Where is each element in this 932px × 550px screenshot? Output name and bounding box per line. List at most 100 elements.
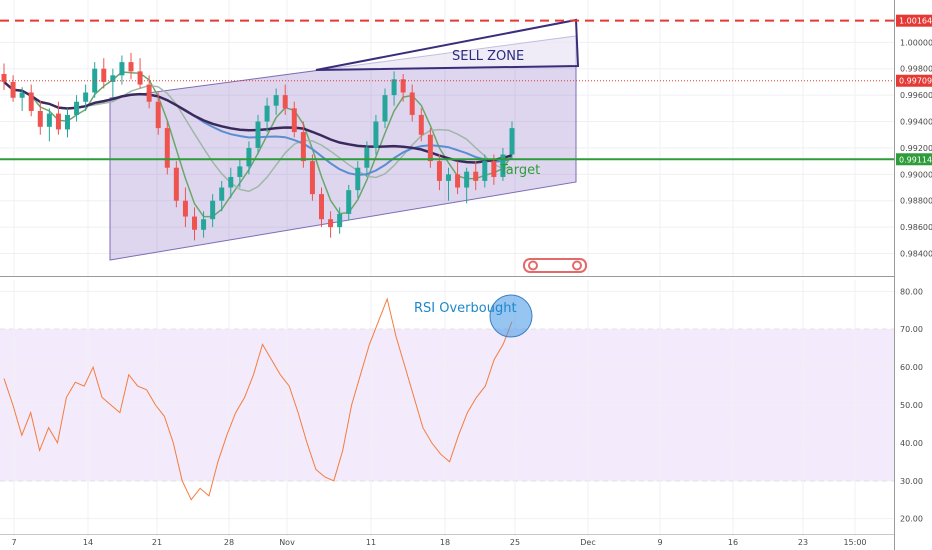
candle-body <box>37 110 43 127</box>
rsi-tick-label: 70.00 <box>900 325 923 334</box>
price-tick-label: 0.99400 <box>900 118 932 127</box>
candle-body <box>65 114 70 130</box>
price-tick-label: 0.99200 <box>900 144 932 153</box>
rsi-tick-label: 40.00 <box>900 439 923 448</box>
candle-body <box>337 213 343 228</box>
watermark-logo <box>523 258 587 273</box>
price-tick-label: 1.00000 <box>900 38 932 47</box>
candle-body <box>46 113 52 127</box>
time-tick-label: 15:00 <box>843 538 866 547</box>
rsi-panel[interactable]: RSI Overbought <box>0 280 894 536</box>
candle-body <box>237 166 243 177</box>
sell-zone-triangle[interactable] <box>315 18 580 71</box>
candle-body <box>173 167 179 201</box>
price-tick-label: 0.99000 <box>900 170 932 179</box>
candle-body <box>418 114 424 135</box>
candle-body <box>246 147 252 167</box>
candle-body <box>473 171 479 181</box>
candle-body <box>201 219 207 230</box>
watermark-shape <box>523 258 587 273</box>
candle-body <box>119 62 125 76</box>
price-badge-label: 1.00164 <box>899 17 932 26</box>
candle-body <box>110 75 116 82</box>
rsi-tick-label: 20.00 <box>900 515 923 524</box>
candle-body <box>1 74 7 82</box>
candle-body <box>446 174 451 181</box>
candle-body <box>219 187 225 201</box>
candle-body <box>464 171 470 188</box>
time-tick-label: 21 <box>152 538 162 547</box>
price-tick-label: 0.99600 <box>900 91 932 100</box>
rsi-line <box>3 297 513 501</box>
candle-body <box>255 121 261 148</box>
candle-body <box>300 132 306 162</box>
price-badge <box>896 74 932 87</box>
candle-body <box>491 161 497 177</box>
rsi-grid <box>0 280 894 536</box>
candle-body <box>309 161 315 195</box>
time-axis[interactable]: 7 14 21 28 Nov 11 18 25 Dec 9 16 23 15:00 <box>0 534 894 548</box>
candle-body <box>346 190 352 214</box>
candle-body <box>10 81 16 98</box>
price-tick-label: 0.98600 <box>900 223 932 232</box>
candle-body <box>273 95 279 106</box>
candle-body <box>400 79 406 93</box>
rsi-tick-label: 50.00 <box>900 401 923 410</box>
price-tick-label: 0.99800 <box>900 65 932 74</box>
candle-body <box>509 128 515 155</box>
candle-body <box>427 134 433 162</box>
time-tick-label: 18 <box>440 538 450 547</box>
candle-body <box>101 68 107 82</box>
candle-body <box>482 161 488 181</box>
candles <box>1 52 515 241</box>
rsi-overbought-marker[interactable] <box>489 294 533 338</box>
horizontal-levels[interactable] <box>0 19 894 161</box>
candle-body <box>192 216 197 230</box>
candle-body <box>83 92 89 102</box>
time-tick-label: 7 <box>11 538 16 547</box>
candle-body <box>137 71 143 85</box>
candle-body <box>409 92 415 115</box>
candle-body <box>182 200 188 217</box>
candle-body <box>155 101 161 129</box>
rsi-tick-label: 80.00 <box>900 287 923 296</box>
candle-body <box>19 92 25 98</box>
rsi-axis[interactable]: 80.00 70.00 60.00 50.00 40.00 30.00 20.00 <box>900 287 923 523</box>
candle-body <box>228 176 234 188</box>
candle-body <box>319 194 324 220</box>
candle-body <box>128 62 134 72</box>
price-axis[interactable]: 1.00000 0.99800 0.99600 0.99400 0.99200 0.990… <box>894 0 932 550</box>
price-panel[interactable]: SELL ZONE Target <box>0 0 894 276</box>
candle-body <box>500 154 506 177</box>
target-label: Target <box>499 163 540 178</box>
price-badge <box>896 153 932 166</box>
time-tick-label: 11 <box>366 538 376 547</box>
rsi-overbought-label: RSI Overbought <box>414 301 517 316</box>
time-tick-label: 28 <box>224 538 234 547</box>
time-tick-label: Nov <box>279 538 295 547</box>
rsi-tick-label: 60.00 <box>900 363 923 372</box>
candle-body <box>164 128 170 168</box>
sell-zone-shape[interactable] <box>315 18 580 71</box>
rsi-tick-label: 30.00 <box>900 477 923 486</box>
candle-body <box>436 161 442 181</box>
candle-body <box>92 68 98 93</box>
candle-body <box>28 92 34 111</box>
candle-body <box>364 147 370 168</box>
time-tick-label: 23 <box>798 538 808 547</box>
candle-body <box>55 113 61 130</box>
price-badge-label: 0.99114 <box>899 155 932 164</box>
candle-body <box>291 108 297 133</box>
candle-body <box>264 105 270 122</box>
candle-body <box>74 101 80 115</box>
candle-body <box>146 84 152 102</box>
price-tick-label: 0.98400 <box>900 250 932 259</box>
candle-body <box>391 79 397 96</box>
time-tick-label: 9 <box>657 538 662 547</box>
axis-bg <box>894 0 932 550</box>
watermark-ring <box>572 260 582 271</box>
candle-body <box>282 95 288 109</box>
price-badge <box>896 14 932 27</box>
candle-body <box>455 174 461 188</box>
